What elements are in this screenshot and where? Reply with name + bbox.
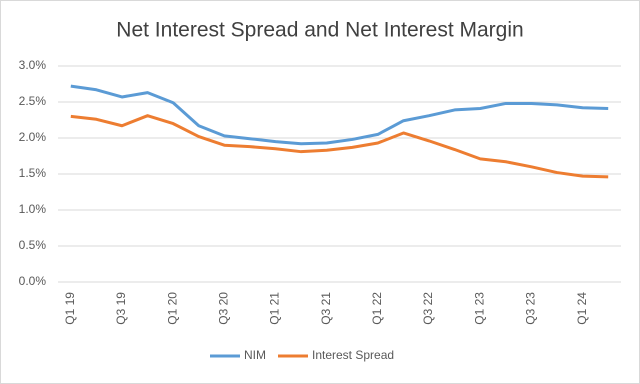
x-tick-label: Q1 24 <box>575 292 589 325</box>
legend-label: Interest Spread <box>312 348 394 362</box>
x-tick-label: Q1 20 <box>165 292 179 325</box>
y-tick-label: 2.5% <box>19 94 47 108</box>
x-tick-label: Q3 20 <box>217 292 231 325</box>
x-tick-label: Q3 19 <box>114 292 128 325</box>
x-tick-label: Q1 23 <box>472 292 486 325</box>
x-tick-label: Q3 21 <box>319 292 333 325</box>
series-line <box>70 84 609 146</box>
x-tick-label: Q3 23 <box>524 292 538 325</box>
series-line <box>70 114 609 179</box>
x-tick-label: Q1 19 <box>63 292 77 325</box>
y-tick-label: 0.5% <box>19 238 47 252</box>
y-tick-label: 1.0% <box>19 202 47 216</box>
y-tick-label: 2.0% <box>19 130 47 144</box>
y-tick-label: 1.5% <box>19 166 47 180</box>
chart-title: Net Interest Spread and Net Interest Mar… <box>116 19 523 42</box>
legend-label: NIM <box>244 348 266 362</box>
y-tick-label: 3.0% <box>19 58 47 72</box>
x-tick-label: Q1 21 <box>268 292 282 325</box>
x-tick-label: Q1 22 <box>370 292 384 325</box>
y-tick-label: 0.0% <box>19 274 47 288</box>
x-tick-label: Q3 22 <box>421 292 435 325</box>
